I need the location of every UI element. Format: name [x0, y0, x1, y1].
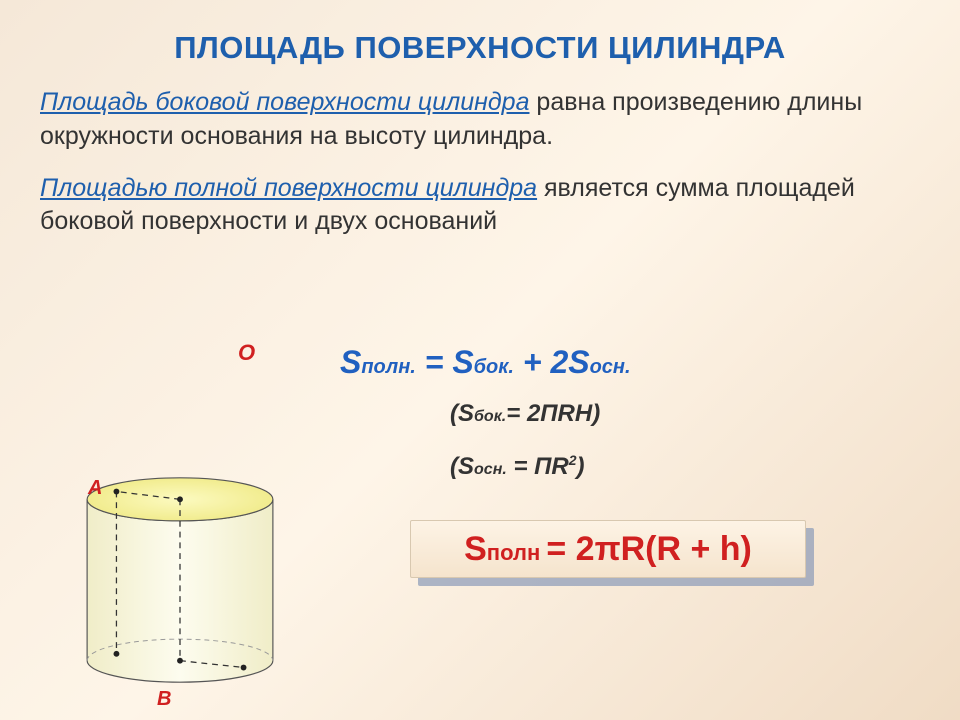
fb-sym: S — [464, 530, 487, 568]
label-b: B — [157, 688, 171, 711]
f1-rhs1-sym: S — [452, 344, 473, 380]
f2-rhs: 2ПRH — [527, 400, 592, 427]
formula-lateral: (Sбок.= 2ПRH) — [450, 400, 600, 428]
definition-lateral: Площадь боковой поверхности цилиндра рав… — [40, 86, 920, 154]
f3-sym: S — [458, 453, 474, 480]
f2-eq: = — [506, 400, 527, 427]
f2-sym: S — [458, 400, 474, 427]
f3-close: ) — [577, 453, 585, 480]
f3-sub: осн. — [474, 461, 507, 478]
f2-sub: бок. — [474, 408, 506, 425]
page-title: ПЛОЩАДЬ ПОВЕРХНОСТИ ЦИЛИНДРА — [40, 30, 920, 66]
f1-plus: + — [514, 344, 550, 380]
label-o: O — [238, 340, 255, 366]
term-full: Площадью полной поверхности цилиндра — [40, 174, 537, 202]
f3-open: ( — [450, 453, 458, 480]
f2-open: ( — [450, 400, 458, 427]
f3-rhs-exp: 2 — [569, 452, 577, 468]
formula-full-surface: Sполн. = Sбок. + 2Sосн. — [340, 344, 631, 381]
term-lateral: Площадь боковой поверхности цилиндра — [40, 88, 529, 116]
cylinder-diagram — [75, 470, 285, 690]
f1-eq: = — [416, 344, 452, 380]
formula-box: Sполн = 2πR(R + h) — [410, 520, 806, 578]
f1-coef: 2 — [550, 344, 568, 380]
formula-box-text: Sполн = 2πR(R + h) — [464, 530, 752, 569]
fb-rhs: = 2πR(R + h) — [546, 530, 752, 568]
fb-sub: полн — [487, 540, 547, 565]
formula-base: (Sосн. = ПR2) — [450, 452, 585, 481]
f1-rhs2-sym: S — [568, 344, 589, 380]
f3-eq: = — [507, 453, 534, 480]
f1-rhs1-sub: бок. — [474, 356, 514, 378]
definition-full: Площадью полной поверхности цилиндра явл… — [40, 172, 920, 240]
f1-rhs2-sub: осн. — [590, 356, 631, 378]
label-a: A — [88, 477, 102, 500]
f3-rhs-base: ПR — [534, 453, 569, 480]
f1-lhs-sub: полн. — [361, 356, 416, 378]
f2-close: ) — [592, 400, 600, 427]
f1-lhs-sym: S — [340, 344, 361, 380]
